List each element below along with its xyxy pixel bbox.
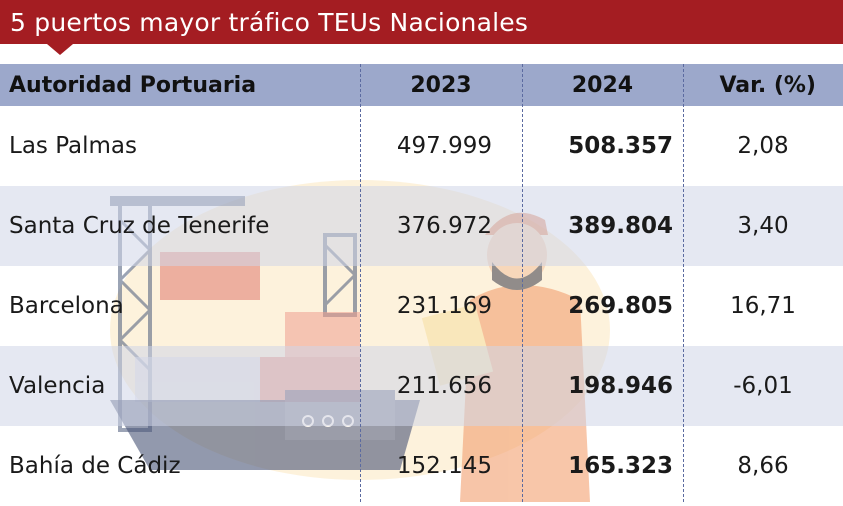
row-authority: Valencia	[9, 373, 106, 399]
row-authority: Santa Cruz de Tenerife	[9, 213, 270, 239]
table-row: Santa Cruz de Tenerife 376.972 389.804 3…	[0, 186, 843, 266]
header-2023: 2023	[410, 72, 472, 98]
table-row: Barcelona 231.169 269.805 16,71	[0, 266, 843, 346]
row-var: 3,40	[737, 213, 789, 239]
row-authority: Bahía de Cádiz	[9, 453, 181, 479]
row-2023: 231.169	[396, 293, 492, 319]
table-row: Bahía de Cádiz 152.145 165.323 8,66	[0, 426, 843, 506]
header-var: Var. (%)	[719, 72, 816, 98]
row-2023: 497.999	[396, 133, 492, 159]
table-header-row: Autoridad Portuaria 2023 2024 Var. (%)	[0, 64, 843, 106]
column-divider	[360, 64, 361, 502]
row-2024: 269.805	[568, 293, 673, 319]
title-bar: 5 puertos mayor tráfico TEUs Nacionales	[0, 0, 843, 44]
row-var: -6,01	[733, 373, 793, 399]
row-2024: 389.804	[568, 213, 673, 239]
row-authority: Las Palmas	[9, 133, 138, 159]
row-authority: Barcelona	[9, 293, 124, 319]
row-2024: 198.946	[568, 373, 673, 399]
column-divider	[522, 64, 523, 502]
teu-table: Autoridad Portuaria 2023 2024 Var. (%) L…	[0, 64, 843, 506]
row-var: 2,08	[737, 133, 789, 159]
row-2024: 508.357	[568, 133, 673, 159]
row-2023: 152.145	[396, 453, 492, 479]
row-2023: 211.656	[396, 373, 492, 399]
row-var: 16,71	[730, 293, 796, 319]
table-row: Las Palmas 497.999 508.357 2,08	[0, 106, 843, 186]
row-2023: 376.972	[396, 213, 492, 239]
row-2024: 165.323	[568, 453, 673, 479]
row-var: 8,66	[737, 453, 789, 479]
page-title: 5 puertos mayor tráfico TEUs Nacionales	[10, 7, 529, 37]
table-row: Valencia 211.656 198.946 -6,01	[0, 346, 843, 426]
header-authority: Autoridad Portuaria	[9, 72, 257, 98]
header-2024: 2024	[571, 72, 634, 98]
title-notch	[47, 44, 73, 55]
column-divider	[683, 64, 684, 502]
